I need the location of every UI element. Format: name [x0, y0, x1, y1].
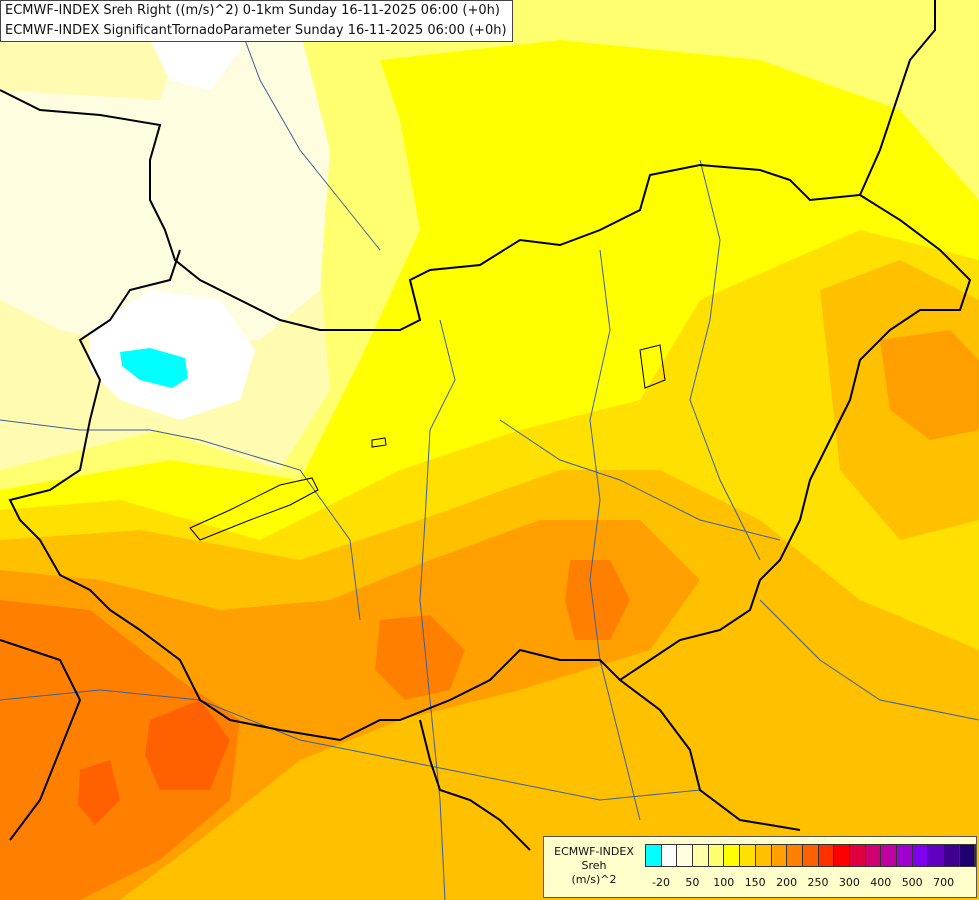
legend-swatch [740, 845, 756, 866]
legend-swatch [646, 845, 662, 866]
field-red-orange-1 [145, 700, 230, 790]
legend-swatch [881, 845, 897, 866]
lake-cyan [120, 348, 188, 388]
legend-swatch [928, 845, 945, 866]
legend-swatch [693, 845, 709, 866]
field-red-orange-2 [78, 760, 120, 825]
legend-swatch [802, 845, 819, 866]
title-line-1: ECMWF-INDEX Sreh Right ((m/s)^2) 0-1km S… [5, 3, 500, 18]
field-pale-northwest [0, 30, 330, 350]
legend-model: ECMWF-INDEX [554, 845, 634, 858]
legend-tick-label: 250 [807, 876, 829, 889]
lake-outline [189, 344, 666, 541]
country-borders [0, 0, 972, 851]
legend-tick-label: -20 [652, 876, 670, 889]
legend-swatch [677, 845, 694, 866]
legend-swatch [708, 845, 725, 866]
legend-swatch [865, 845, 882, 866]
legend-swatch [897, 845, 913, 866]
legend-unit: (m/s)^2 [571, 873, 617, 886]
color-legend: ECMWF-INDEX Sreh (m/s)^2 -20 50 100 150 200 2… [543, 836, 977, 898]
field-deep-orange-center [375, 615, 465, 700]
legend-swatch [959, 845, 976, 866]
legend-swatch [834, 845, 850, 866]
legend-tick-label: 200 [776, 876, 798, 889]
legend-swatch [818, 845, 835, 866]
legend-tick-label: 700 [933, 876, 955, 889]
legend-ticks: -20 50 100 150 200 250 300 400 500 700 [645, 876, 975, 890]
legend-tick-label: 400 [870, 876, 892, 889]
legend-swatch [724, 845, 741, 866]
legend-swatch [755, 845, 772, 866]
legend-tick-label: 150 [744, 876, 766, 889]
legend-label: ECMWF-INDEX Sreh (m/s)^2 [548, 845, 640, 887]
legend-swatch [912, 845, 929, 866]
map-title-box: ECMWF-INDEX Sreh Right ((m/s)^2) 0-1km S… [0, 0, 513, 42]
legend-swatch [849, 845, 866, 866]
legend-swatch [787, 845, 803, 866]
legend-color-bar [645, 844, 977, 867]
field-deep-orange-sw [0, 600, 240, 900]
legend-parameter: Sreh [581, 859, 607, 872]
legend-tick-label: 100 [713, 876, 735, 889]
legend-tick-label: 50 [685, 876, 700, 889]
legend-swatch [944, 845, 960, 866]
legend-swatch [661, 845, 678, 866]
field-orange-east [880, 330, 979, 440]
field-deep-orange-south [565, 560, 630, 640]
legend-swatch [771, 845, 788, 866]
legend-tick-label: 500 [901, 876, 923, 889]
title-line-2: ECMWF-INDEX SignificantTornadoParameter … [5, 23, 507, 38]
legend-tick-label: 300 [838, 876, 860, 889]
